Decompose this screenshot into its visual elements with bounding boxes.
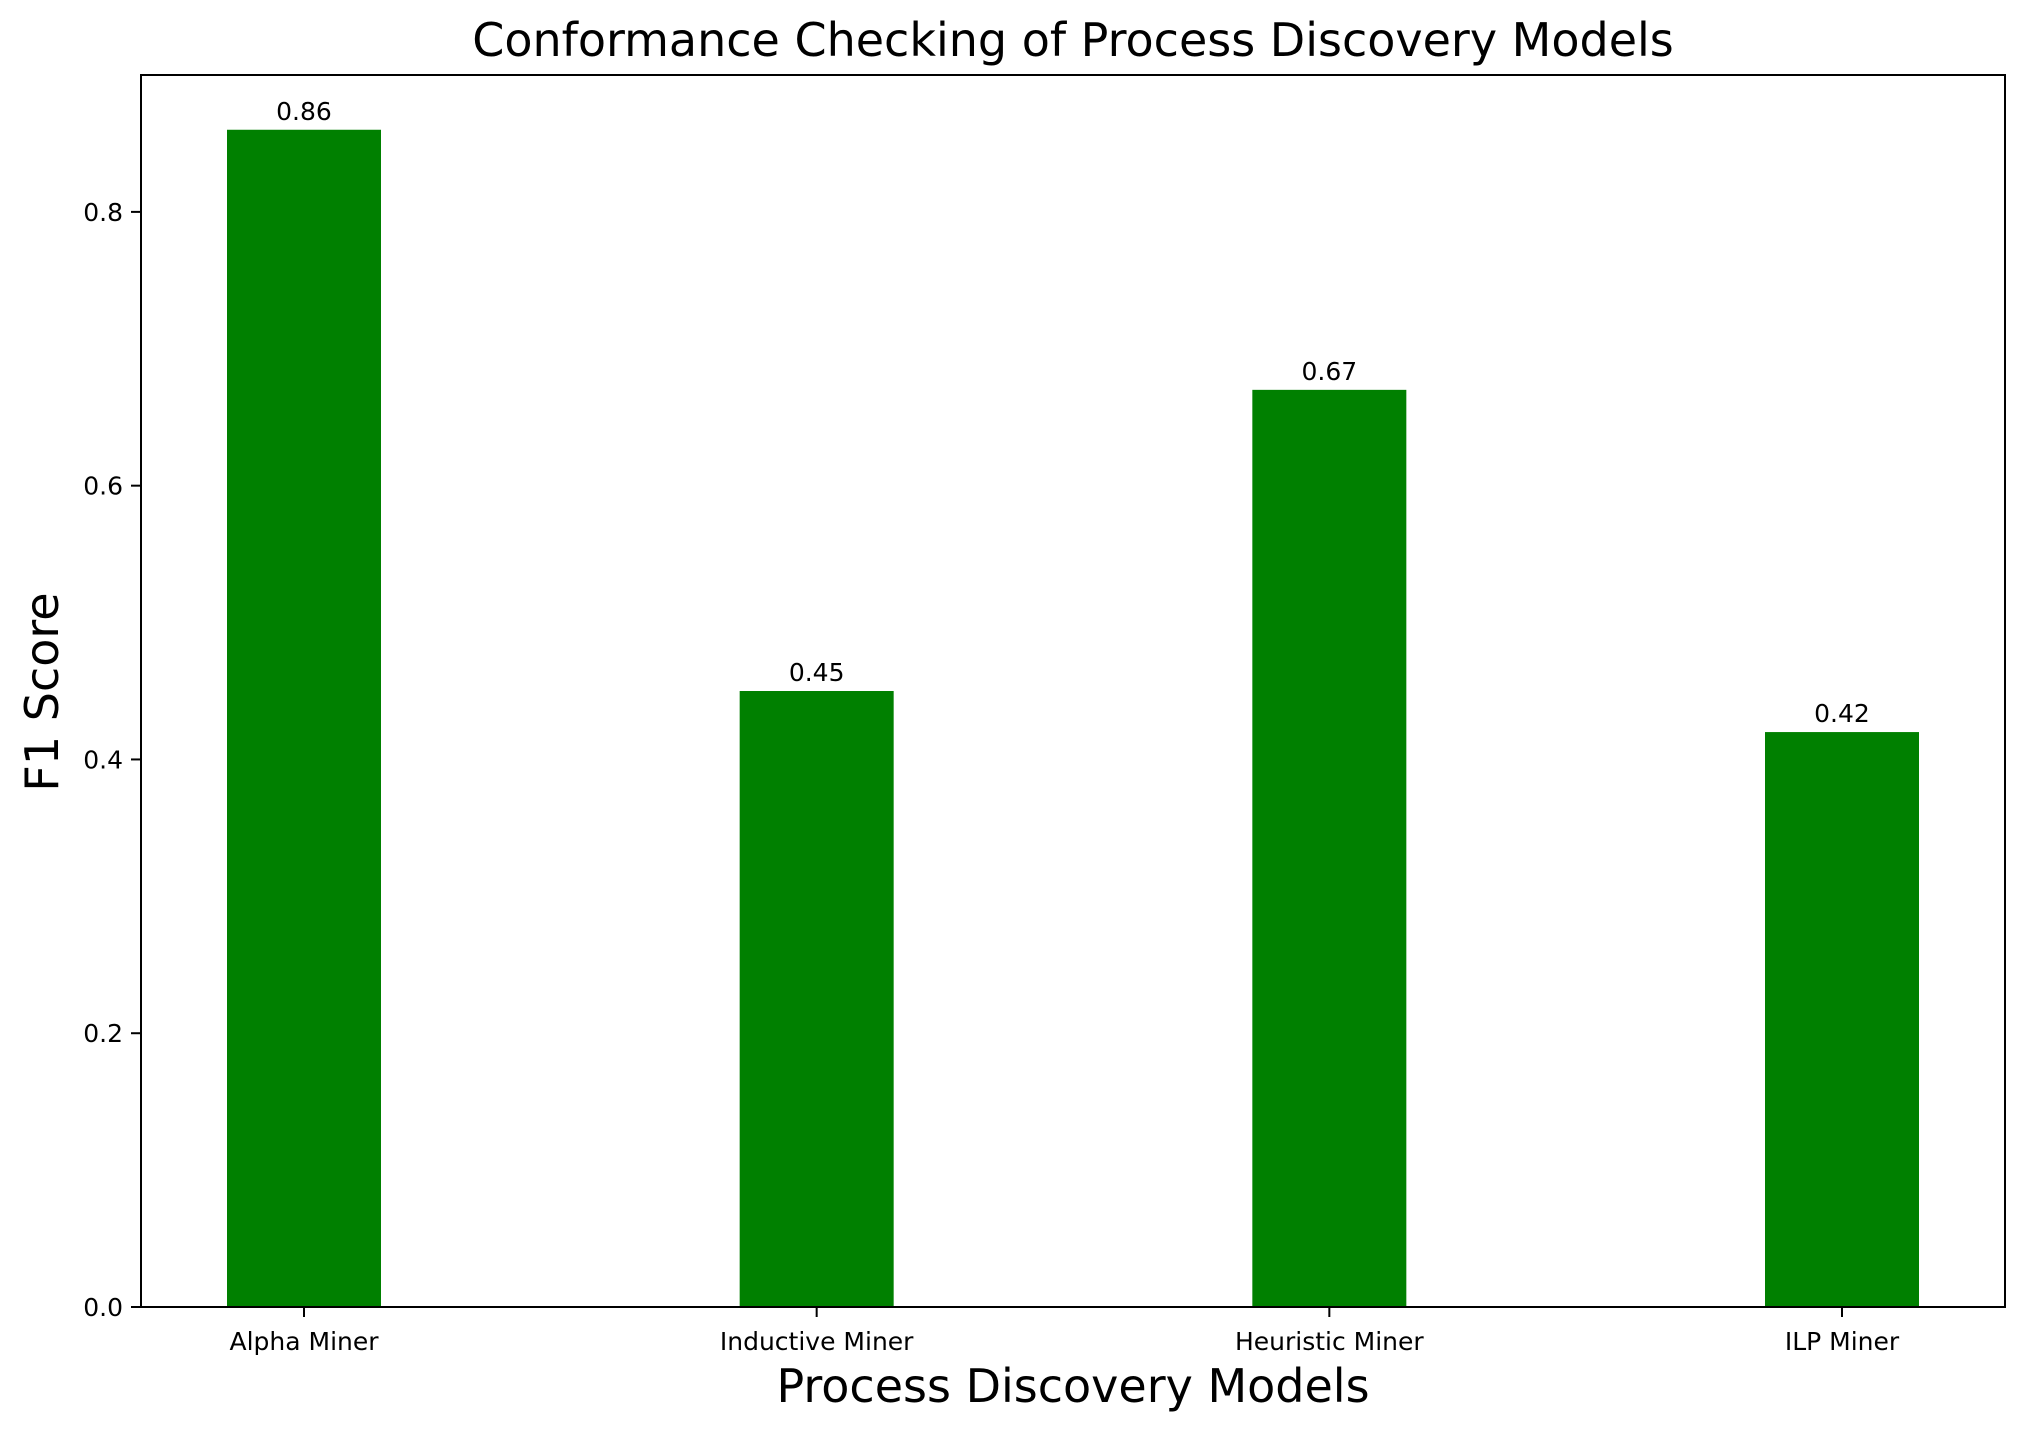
bar-value-label: 0.67 (1301, 357, 1357, 386)
x-tick-label: Heuristic Miner (1235, 1327, 1424, 1356)
y-tick-label: 0.2 (83, 1019, 123, 1048)
y-tick-label: 0.0 (83, 1293, 123, 1322)
bar (227, 129, 381, 1307)
x-axis-label: Process Discovery Models (776, 1359, 1369, 1413)
bar-value-label: 0.42 (1814, 699, 1870, 728)
x-tick-label: Alpha Miner (229, 1327, 379, 1356)
bar-value-label: 0.86 (276, 97, 332, 126)
x-tick-label: Inductive Miner (720, 1327, 914, 1356)
y-axis: 0.0 0.2 0.4 0.6 0.8 (83, 198, 141, 1322)
x-axis: Alpha Miner Inductive Miner Heuristic Mine… (229, 1307, 1900, 1356)
plot-frame (140, 74, 2006, 1308)
value-labels-group: 0.86 0.45 0.67 0.42 (276, 97, 1870, 728)
y-axis-label: F1 Score (15, 592, 69, 791)
y-tick-label: 0.6 (83, 472, 123, 501)
y-tick-label: 0.8 (83, 198, 123, 227)
y-tick-label: 0.4 (83, 745, 123, 774)
bars-group (227, 129, 1919, 1307)
x-tick-label: ILP Miner (1785, 1327, 1900, 1356)
chart-title: Conformance Checking of Process Discover… (472, 13, 1674, 67)
bar (739, 691, 894, 1307)
bar (1765, 732, 1919, 1307)
bar (1252, 389, 1407, 1307)
bar-value-label: 0.45 (789, 658, 845, 687)
